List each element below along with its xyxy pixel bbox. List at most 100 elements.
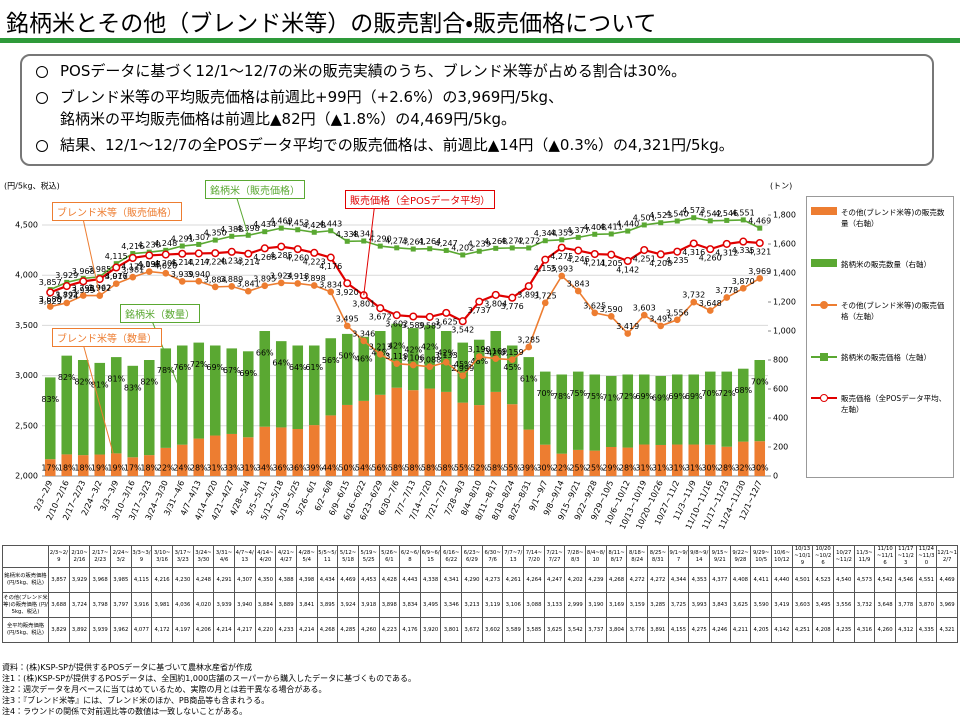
bar-segment	[275, 341, 287, 428]
line-marker	[310, 248, 319, 257]
point-label: 4,264	[418, 237, 441, 246]
table-cell: 3,725	[667, 592, 690, 618]
share-label: 42%	[421, 343, 439, 352]
bar-segment	[77, 455, 89, 476]
point-label: 4,573	[682, 206, 705, 215]
share-label: 31%	[652, 464, 670, 473]
point-label: 2,999	[451, 364, 474, 373]
y2-tick-label: 0	[773, 472, 778, 481]
point-label: 3,916	[105, 272, 128, 281]
point-label: 4,551	[732, 208, 755, 217]
table-cell: 3,169	[605, 592, 628, 618]
point-label: 3,778	[715, 286, 738, 295]
bar-segment	[127, 365, 139, 458]
line-marker	[63, 299, 71, 307]
point-label: 4,307	[187, 233, 210, 242]
table-cell: 3,556	[832, 592, 855, 618]
point-label: 3,969	[748, 267, 771, 276]
point-label: 4,316	[682, 248, 705, 257]
point-label: 3,590	[600, 305, 623, 314]
share-label: 25%	[569, 464, 587, 473]
line-marker	[707, 218, 713, 224]
legend-item: その他(ブレンド米等)の販売価格（左軸）	[811, 300, 949, 322]
share-label: 54%	[355, 464, 373, 473]
share-label: 69%	[206, 363, 224, 372]
bar-segment	[308, 425, 320, 476]
bar-segment	[671, 444, 683, 476]
share-label: 22%	[553, 464, 571, 473]
line-marker	[128, 253, 137, 263]
table-header-cell: 7/14~7/20	[523, 545, 545, 568]
table-header-cell: 5/26~6/1	[378, 545, 401, 568]
line-marker	[96, 292, 104, 299]
line-marker	[361, 238, 367, 244]
table-cell: 3,625	[543, 617, 566, 643]
line-marker	[360, 337, 368, 345]
point-label: 4,335	[732, 246, 755, 255]
table-header-cell: 3/24~3/30	[192, 545, 215, 568]
table-header-cell: 6/16~6/22	[440, 545, 463, 568]
line-marker	[377, 243, 383, 249]
share-label: 50%	[338, 464, 356, 473]
point-label: 3,798	[72, 284, 95, 293]
point-label: 3,724	[55, 291, 78, 300]
share-label: 39%	[305, 464, 323, 473]
line-marker	[112, 263, 121, 272]
line-marker	[524, 282, 533, 291]
table-cell: 4,220	[254, 617, 277, 643]
point-label: 3,625	[583, 301, 606, 310]
point-label: 4,540	[666, 210, 689, 219]
bar-segment	[704, 444, 716, 476]
legend-label: 銘柄米の販売数量（右軸）	[841, 260, 931, 269]
table-header-cell: 9/1~9/7	[667, 545, 690, 568]
line-marker	[559, 237, 565, 243]
line-marker	[509, 245, 515, 251]
table-cell: 4,408	[729, 567, 752, 593]
line-marker	[608, 231, 614, 237]
point-label: 4,338	[336, 230, 359, 239]
line-marker	[459, 372, 467, 380]
bar-segment	[160, 348, 172, 448]
legend-label: その他(ブレンド米等)の販売価格（左軸）	[841, 301, 945, 321]
line-marker	[178, 278, 186, 285]
share-label: 19%	[91, 464, 109, 473]
point-label: 3,688	[39, 295, 62, 304]
point-label: 4,214	[171, 258, 194, 267]
point-label: 4,290	[369, 235, 392, 244]
point-label: 4,115	[105, 252, 128, 261]
share-label: 83%	[41, 395, 59, 404]
bar-segment	[473, 339, 485, 406]
line-marker	[526, 245, 532, 251]
table-cell: 3,603	[791, 592, 814, 618]
share-label: 31%	[668, 464, 686, 473]
point-label: 3,981	[121, 266, 144, 275]
bar-segment	[589, 450, 601, 476]
point-label: 4,020	[154, 262, 177, 271]
bar-segment	[721, 371, 733, 447]
line-marker	[475, 297, 484, 306]
point-label: 4,261	[402, 238, 425, 247]
note-line: 注4：ラウンドの関係で対前週比等の数値は一致しないことがある。	[2, 707, 248, 716]
table-cell: 3,133	[543, 592, 566, 618]
point-label: 3,133	[435, 351, 458, 360]
share-label: 30%	[751, 464, 769, 473]
note-line: 注1：(株)KSP-SPが提供するPOSデータは、全国約1,000店舗のスーパー…	[2, 674, 417, 683]
share-label: 18%	[140, 464, 158, 473]
table-cell: 4,020	[192, 592, 215, 618]
line-marker	[79, 292, 87, 299]
point-label: 3,891	[517, 291, 540, 300]
point-label: 4,411	[600, 222, 623, 231]
line-marker	[328, 228, 334, 234]
line-marker	[196, 241, 202, 247]
point-label: 3,993	[550, 264, 573, 273]
line-marker	[724, 217, 730, 223]
y-tick-label: 3,000	[15, 371, 38, 380]
note-line: 注3：『ブレンド米等』には、ブレンド米のほか、PB商品等も含まれうる。	[2, 696, 270, 705]
line-marker	[262, 229, 268, 235]
line-marker	[491, 290, 500, 299]
table-cell: 4,246	[709, 617, 731, 643]
bar-segment	[110, 357, 122, 454]
line-marker	[739, 284, 747, 292]
point-label: 4,260	[286, 254, 309, 263]
y2-tick-label: 600	[773, 385, 788, 394]
